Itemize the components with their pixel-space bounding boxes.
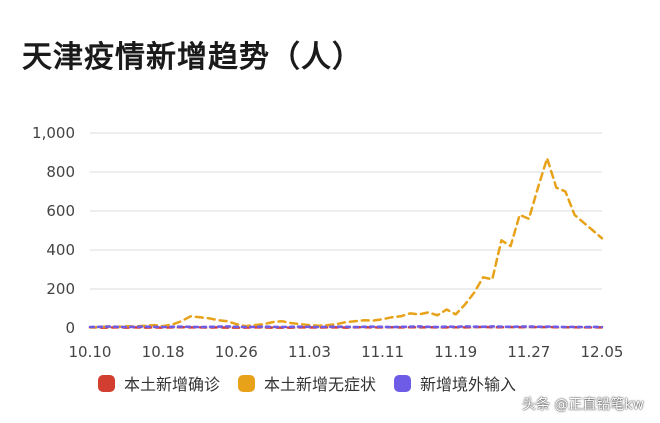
legend-swatch-local-asymptomatic — [238, 374, 256, 392]
chart-title: 天津疫情新增趋势（人） — [22, 40, 363, 75]
x-tick-label: 11.27 — [507, 343, 550, 361]
legend-swatch-local-confirmed — [98, 374, 115, 392]
y-tick-label: 0 — [65, 319, 75, 337]
x-tick-label: 11.11 — [361, 343, 404, 361]
series-local-asymptomatic-line — [88, 157, 604, 329]
grid — [90, 132, 602, 329]
legend-swatch-imported — [394, 374, 412, 392]
legend-item-local-asymptomatic[interactable]: 本土新增无症状 — [238, 371, 376, 395]
y-tick-label: 400 — [46, 241, 75, 259]
x-tick-label: 11.03 — [288, 343, 331, 361]
x-axis: 10.10 10.18 10.26 11.03 11.11 11.19 11.27 12.05 — [69, 343, 624, 361]
y-tick-label: 200 — [46, 280, 75, 298]
legend-item-local-confirmed[interactable]: 本土新增确诊 — [98, 371, 220, 395]
series-lines — [88, 157, 604, 329]
series-imported-line — [88, 325, 604, 329]
x-tick-label: 10.18 — [142, 343, 185, 361]
legend: 本土新增确诊 本土新增无症状 新增境外输入 — [98, 371, 534, 395]
watermark: 头条 @正直铅笔kw — [521, 397, 644, 413]
y-tick-label: 600 — [46, 202, 75, 220]
x-tick-label: 10.10 — [69, 343, 112, 361]
y-tick-label: 1,000 — [32, 124, 75, 142]
legend-item-imported[interactable]: 新增境外输入 — [394, 371, 516, 395]
legend-label-imported: 新增境外输入 — [420, 375, 517, 394]
legend-label-local-confirmed: 本土新增确诊 — [124, 375, 221, 394]
legend-label-local-asymptomatic: 本土新增无症状 — [264, 375, 377, 394]
x-tick-label: 10.26 — [215, 343, 258, 361]
y-tick-label: 800 — [46, 163, 75, 181]
x-tick-label: 11.19 — [434, 343, 477, 361]
y-axis: 0 200 400 600 800 1,000 — [32, 124, 75, 337]
x-tick-label: 12.05 — [581, 343, 624, 361]
